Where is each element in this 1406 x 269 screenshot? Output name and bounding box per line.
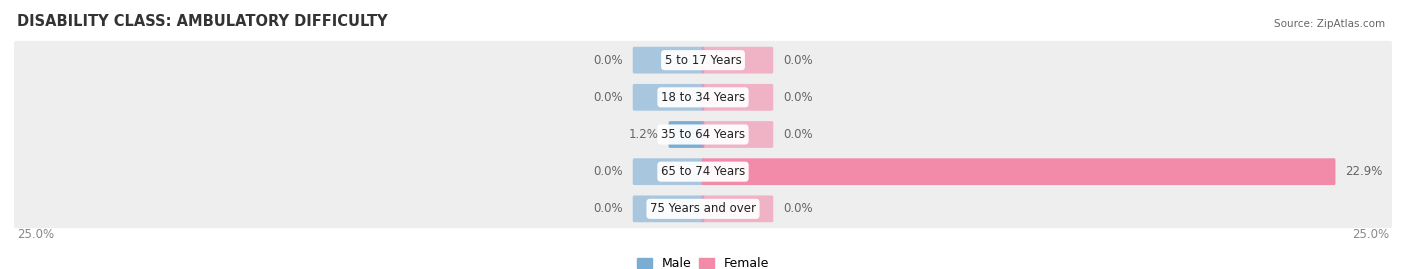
FancyBboxPatch shape: [633, 196, 704, 222]
FancyBboxPatch shape: [702, 47, 773, 73]
Text: 0.0%: 0.0%: [783, 91, 813, 104]
Text: 0.0%: 0.0%: [783, 128, 813, 141]
Text: 18 to 34 Years: 18 to 34 Years: [661, 91, 745, 104]
FancyBboxPatch shape: [13, 152, 1393, 191]
FancyBboxPatch shape: [13, 190, 1393, 228]
Legend: Male, Female: Male, Female: [631, 252, 775, 269]
FancyBboxPatch shape: [633, 84, 704, 111]
FancyBboxPatch shape: [13, 41, 1393, 79]
Text: Source: ZipAtlas.com: Source: ZipAtlas.com: [1274, 19, 1385, 29]
Text: 5 to 17 Years: 5 to 17 Years: [665, 54, 741, 67]
Text: 0.0%: 0.0%: [593, 165, 623, 178]
Text: 0.0%: 0.0%: [783, 54, 813, 67]
FancyBboxPatch shape: [702, 196, 773, 222]
Text: 0.0%: 0.0%: [593, 202, 623, 215]
Text: 25.0%: 25.0%: [17, 228, 53, 240]
Text: 25.0%: 25.0%: [1353, 228, 1389, 240]
Text: 22.9%: 22.9%: [1346, 165, 1382, 178]
FancyBboxPatch shape: [633, 47, 704, 73]
Text: 75 Years and over: 75 Years and over: [650, 202, 756, 215]
Text: 35 to 64 Years: 35 to 64 Years: [661, 128, 745, 141]
FancyBboxPatch shape: [702, 158, 1336, 185]
Text: 65 to 74 Years: 65 to 74 Years: [661, 165, 745, 178]
FancyBboxPatch shape: [13, 78, 1393, 117]
FancyBboxPatch shape: [669, 121, 704, 148]
Text: 0.0%: 0.0%: [593, 54, 623, 67]
Text: DISABILITY CLASS: AMBULATORY DIFFICULTY: DISABILITY CLASS: AMBULATORY DIFFICULTY: [17, 13, 388, 29]
FancyBboxPatch shape: [633, 158, 704, 185]
FancyBboxPatch shape: [13, 115, 1393, 154]
FancyBboxPatch shape: [702, 121, 773, 148]
FancyBboxPatch shape: [702, 84, 773, 111]
Text: 0.0%: 0.0%: [593, 91, 623, 104]
Text: 1.2%: 1.2%: [628, 128, 659, 141]
Text: 0.0%: 0.0%: [783, 202, 813, 215]
